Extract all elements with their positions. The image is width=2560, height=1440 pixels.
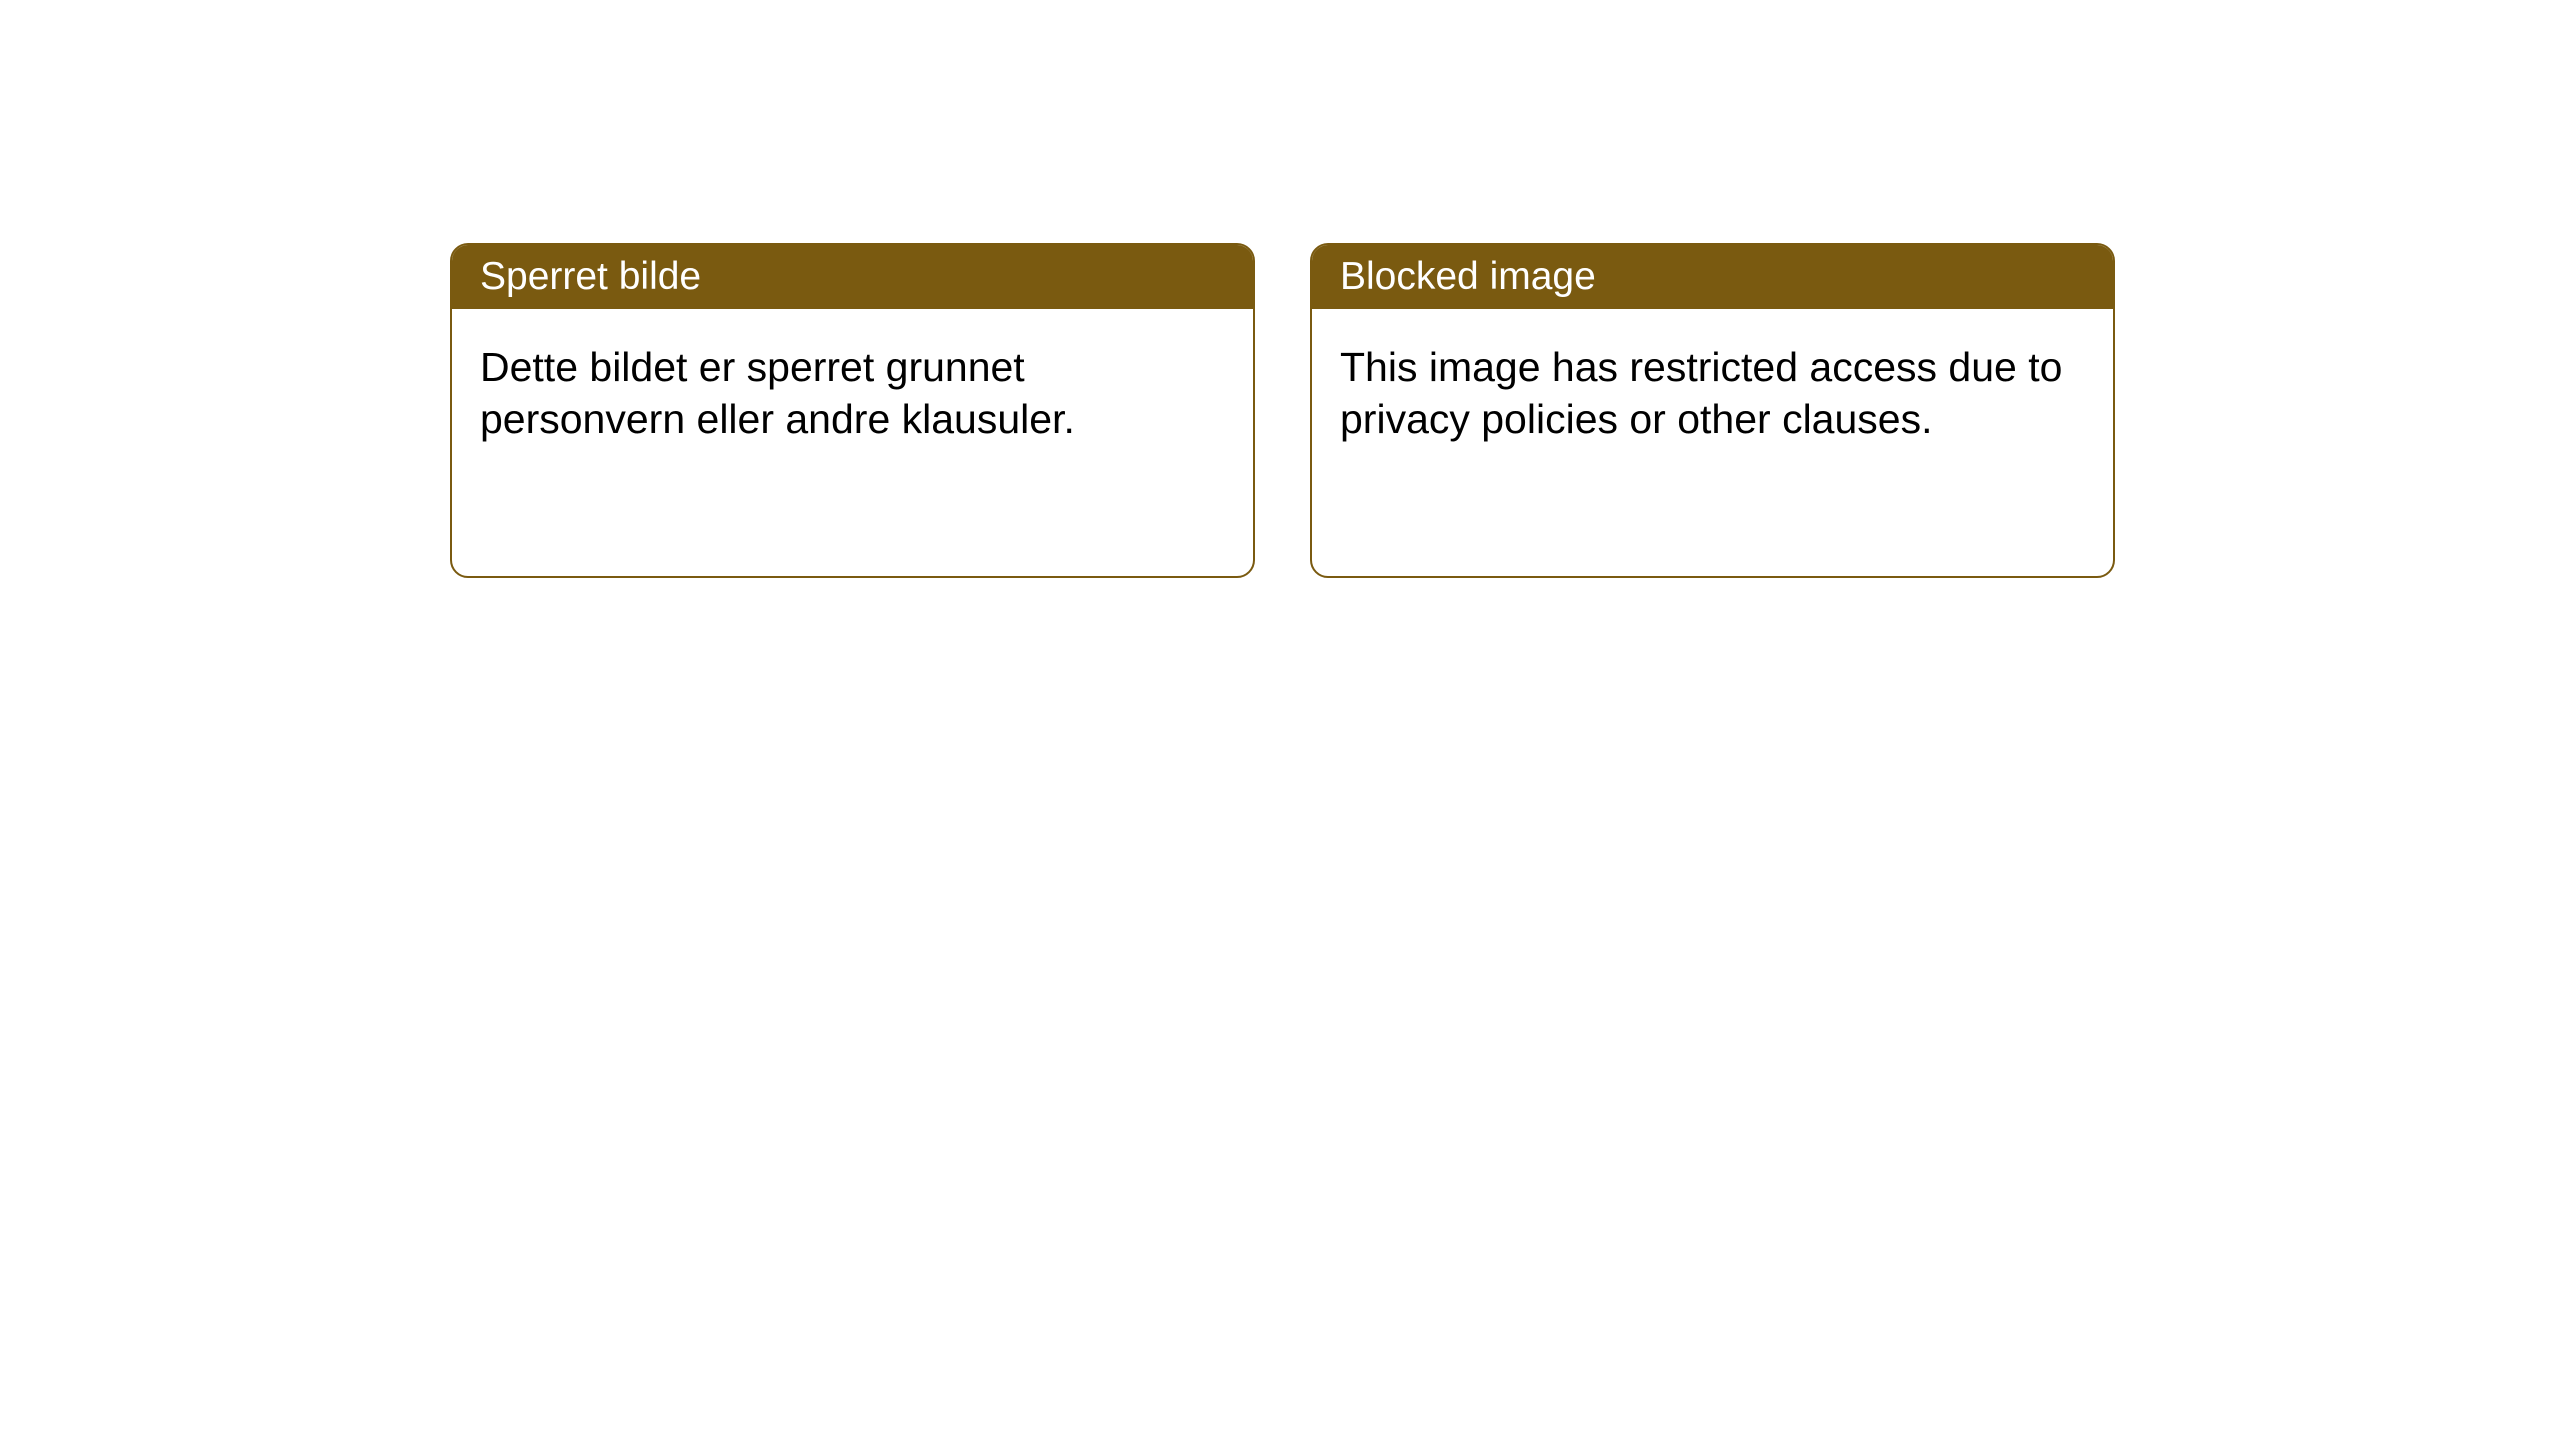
card-body: This image has restricted access due to … (1312, 309, 2113, 478)
card-title: Sperret bilde (480, 255, 701, 298)
card-body-text: Dette bildet er sperret grunnet personve… (480, 344, 1075, 442)
blocked-image-card-no: Sperret bilde Dette bildet er sperret gr… (450, 243, 1255, 578)
card-header: Sperret bilde (452, 245, 1253, 309)
card-body-text: This image has restricted access due to … (1340, 344, 2062, 442)
blocked-image-card-en: Blocked image This image has restricted … (1310, 243, 2115, 578)
card-header: Blocked image (1312, 245, 2113, 309)
card-title: Blocked image (1340, 255, 1596, 298)
card-body: Dette bildet er sperret grunnet personve… (452, 309, 1253, 478)
notice-cards-container: Sperret bilde Dette bildet er sperret gr… (450, 243, 2115, 578)
